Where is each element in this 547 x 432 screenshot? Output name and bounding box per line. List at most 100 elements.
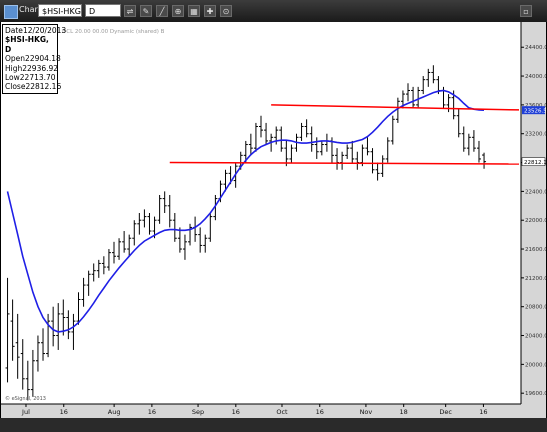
support-trendline xyxy=(169,161,520,165)
ohlc-bar xyxy=(35,335,40,372)
pin-icon[interactable]: ⊙ xyxy=(220,5,232,17)
x-axis-panel xyxy=(1,404,521,418)
ma-price-tag xyxy=(522,106,545,115)
ohlc-bar xyxy=(370,148,375,174)
minimize-icon[interactable]: ▫ xyxy=(520,5,532,17)
x-tick-label: Nov xyxy=(360,408,373,416)
ohlc-bar xyxy=(390,115,395,145)
y-tick-label: 24400.00 xyxy=(525,45,547,51)
info-open-row: Open 22904.18 xyxy=(5,54,61,64)
ohlc-bar xyxy=(471,130,476,152)
ohlc-bar xyxy=(385,137,390,163)
ohlc-bar xyxy=(147,213,152,235)
ohlc-bar xyxy=(188,223,193,246)
y-axis-panel xyxy=(521,22,546,418)
ohlc-bar xyxy=(157,194,162,224)
ohlc-bar xyxy=(61,299,66,336)
info-high-value: 22936.92 xyxy=(22,63,59,73)
ohlc-bar xyxy=(461,126,466,152)
info-date-label: Date xyxy=(5,26,23,35)
x-tick-label: 18 xyxy=(400,408,408,416)
ohlc-bar xyxy=(380,155,385,177)
indicator-legend: DCL 20.00 00.00 Dynamic (shared) B xyxy=(62,29,165,35)
plot-background xyxy=(1,22,521,404)
ohlc-bar xyxy=(243,140,248,163)
ohlc-bar xyxy=(66,310,71,340)
ohlc-bar xyxy=(213,194,218,221)
info-symbol: $HSI-HKG, D xyxy=(5,35,49,54)
resistance-trendline xyxy=(271,104,520,111)
ohlc-bar xyxy=(15,313,20,379)
ohlc-bar xyxy=(319,140,324,156)
ohlc-bar xyxy=(355,151,360,170)
info-high-label: High xyxy=(5,63,23,73)
cursor-icon[interactable]: ✚ xyxy=(204,5,216,17)
zoom-icon[interactable]: ⊕ xyxy=(172,5,184,17)
ohlc-bar xyxy=(421,76,426,95)
x-tick-label: Oct xyxy=(276,408,288,416)
settings-icon[interactable]: ✎ xyxy=(140,5,152,17)
ohlc-bar xyxy=(76,292,81,325)
ohlc-bar xyxy=(25,360,30,401)
info-close-row: Close 22812.16 xyxy=(5,82,61,91)
x-tick-label: 16 xyxy=(232,408,240,416)
ohlc-bar xyxy=(20,339,25,390)
ohlc-bar xyxy=(132,220,137,246)
x-tick-label: Dec xyxy=(439,408,452,416)
x-tick-label: Jul xyxy=(21,408,30,416)
ohlc-bar xyxy=(71,313,76,350)
ohlc-bar xyxy=(122,231,127,253)
ohlc-bar xyxy=(46,313,51,358)
ohlc-bar xyxy=(91,263,96,282)
ohlc-bar xyxy=(406,83,411,102)
y-tick-label: 20400.00 xyxy=(525,334,547,340)
info-low-row: Low 22713.70 xyxy=(5,73,56,82)
ohlc-bar xyxy=(162,191,167,213)
ohlc-bar xyxy=(208,213,213,242)
ohlc-bar xyxy=(416,86,421,109)
ohlc-bar xyxy=(137,213,142,235)
ohlc-bar xyxy=(395,97,400,123)
x-tick-label: 16 xyxy=(479,408,487,416)
ohlc-bar xyxy=(253,122,258,152)
close-price-tag-label: 22812.16 xyxy=(524,160,547,166)
info-open-label: Open xyxy=(5,54,26,64)
ohlc-bar xyxy=(127,234,132,257)
ohlc-bar xyxy=(456,108,461,138)
moving-average-line xyxy=(6,89,485,333)
ohlc-bar xyxy=(86,270,91,296)
x-tick-label: 16 xyxy=(148,408,156,416)
ohlc-bar xyxy=(203,234,208,253)
ohlc-bar xyxy=(248,133,253,156)
ohlc-bar xyxy=(350,140,355,163)
draw-icon[interactable]: ╱ xyxy=(156,5,168,17)
close-price-tag xyxy=(521,157,546,166)
ohlc-bar xyxy=(360,144,365,167)
symbol-field[interactable]: $HSI-HKG xyxy=(38,4,82,17)
ohlc-bar xyxy=(96,259,101,278)
price-chart[interactable]: DCL 20.00 00.00 Dynamic (shared) B 24400.… xyxy=(0,22,547,418)
ohlc-bar xyxy=(365,137,370,156)
period-field[interactable]: D xyxy=(85,4,121,17)
window-title: Chart xyxy=(19,5,41,14)
x-tick-label: 16 xyxy=(60,408,68,416)
link-icon[interactable]: ⇌ xyxy=(124,5,136,17)
ohlc-bar xyxy=(375,162,380,181)
chart-area[interactable]: DCL 20.00 00.00 Dynamic (shared) B 24400.… xyxy=(0,22,547,432)
x-tick-label: Aug xyxy=(108,408,121,416)
info-close-value: 22812.16 xyxy=(25,82,62,92)
ohlc-bar xyxy=(259,115,263,138)
info-high-row: High 22936.92 xyxy=(5,63,59,73)
info-date-value: 12/20/2013 xyxy=(22,26,67,35)
y-tick-label: 20000.00 xyxy=(525,362,547,368)
ohlc-bar xyxy=(177,227,182,253)
ohlc-bar xyxy=(5,277,10,383)
ohlc-bar xyxy=(111,241,116,264)
ohlc-bar xyxy=(142,209,147,228)
y-tick-label: 24000.00 xyxy=(525,74,547,80)
ohlc-bar xyxy=(182,234,187,260)
y-tick-label: 23200.00 xyxy=(525,132,547,138)
info-open-value: 22904.18 xyxy=(25,54,61,64)
ohlc-bar xyxy=(167,194,172,228)
grid-icon[interactable]: ▦ xyxy=(188,5,200,17)
